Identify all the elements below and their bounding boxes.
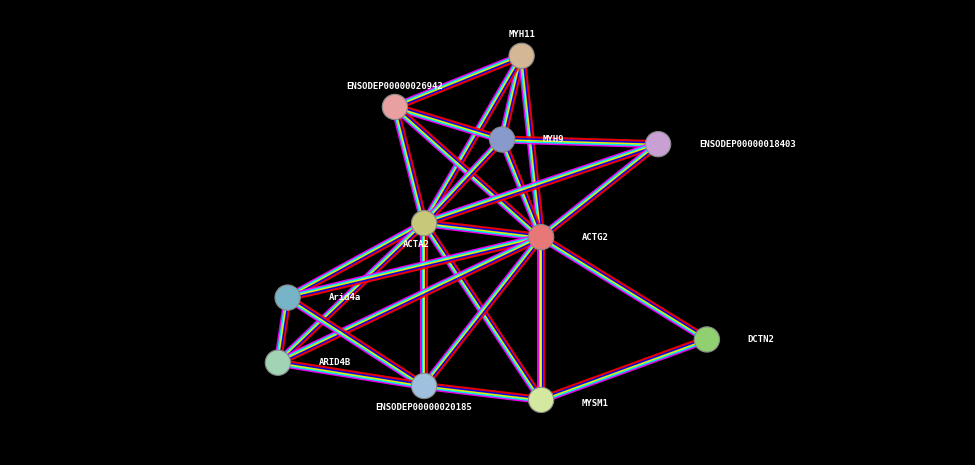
Circle shape: [382, 94, 408, 120]
Text: MYSM1: MYSM1: [582, 399, 609, 408]
Text: ENSODEP00000018403: ENSODEP00000018403: [699, 140, 796, 149]
Circle shape: [275, 285, 300, 310]
Text: ACTA2: ACTA2: [403, 240, 430, 249]
Text: Arid4a: Arid4a: [329, 293, 361, 302]
Circle shape: [528, 387, 554, 412]
Circle shape: [411, 211, 437, 236]
Text: ACTG2: ACTG2: [582, 232, 609, 242]
Circle shape: [411, 373, 437, 399]
Text: MYH9: MYH9: [543, 135, 565, 144]
Text: ENSODEP00000020185: ENSODEP00000020185: [375, 403, 473, 412]
Circle shape: [265, 350, 291, 375]
Text: MYH11: MYH11: [508, 30, 535, 39]
Text: ENSODEP00000026942: ENSODEP00000026942: [346, 82, 444, 91]
Text: ARID4B: ARID4B: [319, 358, 351, 367]
Circle shape: [489, 127, 515, 152]
Circle shape: [694, 327, 720, 352]
Circle shape: [528, 225, 554, 250]
Text: DCTN2: DCTN2: [748, 335, 775, 344]
Circle shape: [509, 43, 534, 68]
Circle shape: [645, 132, 671, 157]
